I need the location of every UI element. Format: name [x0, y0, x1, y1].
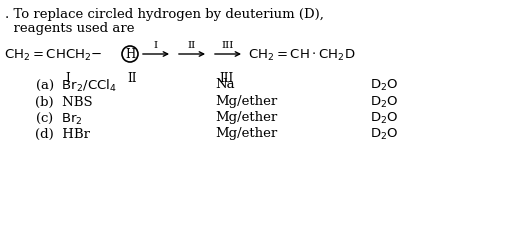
Text: III: III — [219, 72, 233, 85]
Text: reagents used are: reagents used are — [5, 22, 135, 35]
Text: Mg/ether: Mg/ether — [215, 95, 278, 108]
Text: $\rm CH_2$$\rm{=CHCH_2}$$-$: $\rm CH_2$$\rm{=CHCH_2}$$-$ — [4, 47, 102, 62]
Text: (a)  $\rm{Br_2/CCl_4}$: (a) $\rm{Br_2/CCl_4}$ — [35, 77, 117, 92]
Text: Mg/ether: Mg/ether — [215, 127, 278, 140]
Text: H: H — [125, 48, 135, 61]
Text: $\rm{D_2O}$: $\rm{D_2O}$ — [370, 126, 398, 141]
Text: $\rm{D_2O}$: $\rm{D_2O}$ — [370, 94, 398, 109]
Text: I: I — [154, 41, 158, 50]
Text: (d)  HBr: (d) HBr — [35, 127, 90, 140]
Text: III: III — [222, 41, 234, 50]
Text: $\rm CH_2$$\rm{=CH \cdot CH_2}$$\rm{D}$: $\rm CH_2$$\rm{=CH \cdot CH_2}$$\rm{D}$ — [248, 47, 355, 62]
Text: I: I — [66, 72, 70, 85]
Text: (c)  $\rm{Br_2}$: (c) $\rm{Br_2}$ — [35, 110, 83, 125]
Text: II: II — [188, 41, 196, 50]
Text: II: II — [127, 72, 137, 85]
Text: (b)  NBS: (b) NBS — [35, 95, 93, 108]
Text: $\rm{D_2O}$: $\rm{D_2O}$ — [370, 77, 398, 92]
Text: . To replace circled hydrogen by deuterium (D),: . To replace circled hydrogen by deuteri… — [5, 8, 324, 21]
Text: Na: Na — [215, 78, 234, 91]
Text: $\rm{D_2O}$: $\rm{D_2O}$ — [370, 110, 398, 125]
Text: Mg/ether: Mg/ether — [215, 111, 278, 124]
